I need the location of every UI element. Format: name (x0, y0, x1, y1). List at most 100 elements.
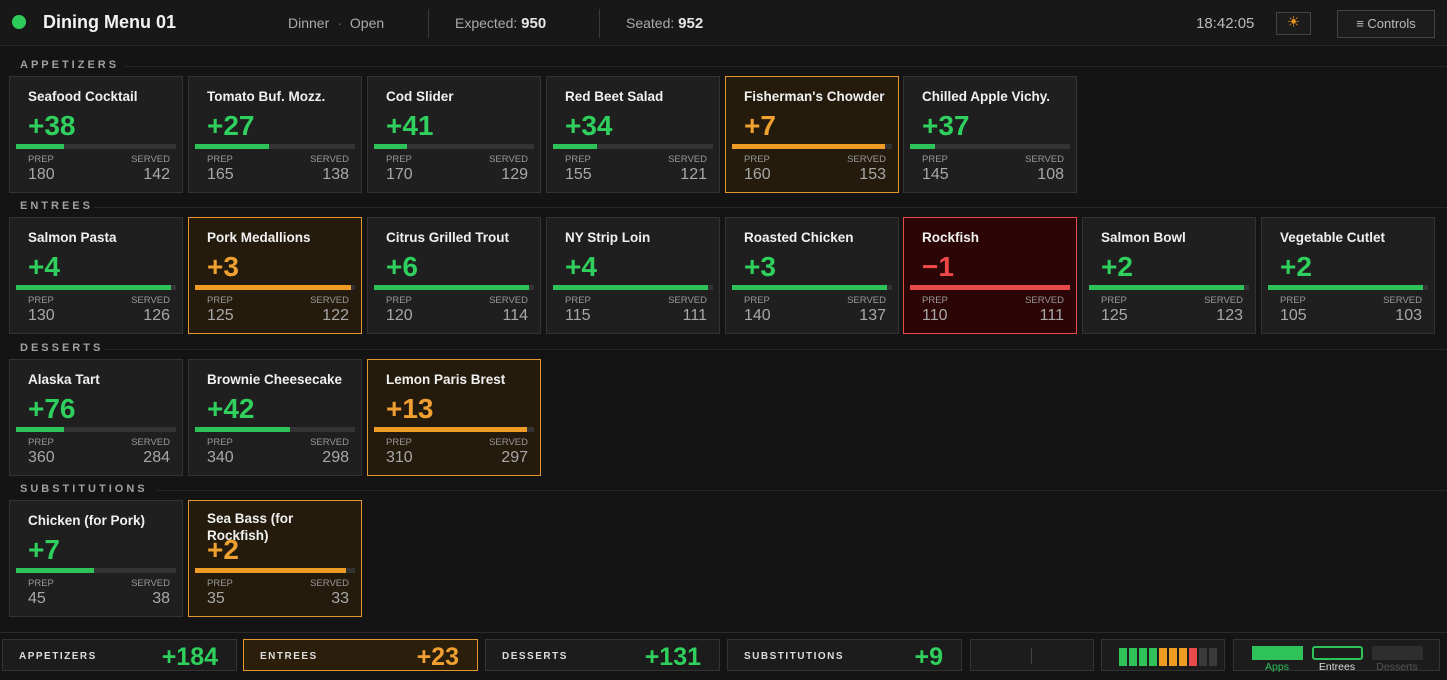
total-desserts[interactable]: DESSERTS +131 (485, 639, 720, 671)
served-count: 137 (859, 307, 886, 324)
menu-item-card[interactable]: Brownie Cheesecake +42 PREP SERVED 340 298 (188, 359, 362, 476)
served-progress-bar (16, 144, 176, 149)
served-count: 33 (331, 590, 349, 607)
menu-item-card[interactable]: Red Beet Salad +34 PREP SERVED 155 121 (546, 76, 720, 193)
top-bar: Dining Menu 01 Dinner · Open Expected: 950… (0, 0, 1447, 46)
served-progress-fill (195, 285, 352, 290)
served-progress-bar (16, 568, 176, 573)
served-progress-fill (732, 144, 885, 149)
served-progress-fill (374, 144, 407, 149)
item-delta: +7 (744, 110, 776, 141)
total-label: SUBSTITUTIONS (744, 651, 845, 662)
served-count: 108 (1037, 166, 1064, 183)
served-count: 129 (501, 166, 528, 183)
served-count: 298 (322, 449, 349, 466)
mode-apps-toggle[interactable] (1252, 646, 1303, 660)
item-delta: +7 (28, 534, 60, 565)
served-progress-bar (195, 568, 355, 573)
menu-item-card[interactable]: Alaska Tart +76 PREP SERVED 360 284 (9, 359, 183, 476)
item-name: Roasted Chicken (744, 230, 854, 245)
menu-item-card[interactable]: Chicken (for Pork) +7 PREP SERVED 45 38 (9, 500, 183, 617)
served-label: SERVED (1383, 295, 1422, 306)
item-delta: +3 (744, 251, 776, 282)
seated-stat: Seated: 952 (626, 15, 703, 32)
mode-desserts-toggle[interactable] (1372, 646, 1423, 660)
total-label: DESSERTS (502, 651, 568, 662)
served-count: 114 (502, 307, 528, 324)
item-name: Pork Medallions (207, 230, 311, 245)
served-count: 103 (1395, 307, 1422, 324)
served-progress-fill (910, 144, 936, 149)
prep-count: 155 (565, 166, 592, 183)
prep-count: 115 (565, 307, 591, 324)
prep-count: 310 (386, 449, 413, 466)
level-meter-segment (1159, 648, 1167, 666)
served-label: SERVED (131, 295, 170, 306)
menu-item-card[interactable]: Seafood Cocktail +38 PREP SERVED 180 142 (9, 76, 183, 193)
menu-item-card[interactable]: Vegetable Cutlet +2 PREP SERVED 105 103 (1261, 217, 1435, 334)
item-name: Seafood Cocktail (28, 89, 138, 104)
spare-slot (970, 639, 1094, 671)
total-appetizers[interactable]: APPETIZERS +184 (2, 639, 237, 671)
menu-item-card[interactable]: Cod Slider +41 PREP SERVED 170 129 (367, 76, 541, 193)
prep-label: PREP (922, 154, 948, 165)
expected-stat: Expected: 950 (455, 15, 546, 32)
served-progress-bar (553, 144, 713, 149)
clock: 18:42:05 (1196, 15, 1255, 32)
prep-count: 45 (28, 590, 46, 607)
served-progress-fill (195, 568, 346, 573)
served-count: 284 (143, 449, 170, 466)
section-divider (104, 349, 1447, 350)
controls-button[interactable]: ≡ Controls (1337, 10, 1435, 38)
prep-label: PREP (207, 154, 233, 165)
item-name: Cod Slider (386, 89, 454, 104)
total-substitutions[interactable]: SUBSTITUTIONS +9 (727, 639, 962, 671)
menu-item-card[interactable]: Pork Medallions +3 PREP SERVED 125 122 (188, 217, 362, 334)
served-label: SERVED (489, 437, 528, 448)
level-meter-segment (1199, 648, 1207, 666)
item-name: Salmon Pasta (28, 230, 117, 245)
section-divider (93, 207, 1447, 208)
prep-count: 105 (1280, 307, 1307, 324)
prep-label: PREP (922, 295, 948, 306)
menu-item-card[interactable]: Salmon Pasta +4 PREP SERVED 130 126 (9, 217, 183, 334)
item-delta: +38 (28, 110, 76, 141)
prep-count: 110 (922, 307, 948, 324)
menu-item-card[interactable]: Roasted Chicken +3 PREP SERVED 140 137 (725, 217, 899, 334)
served-progress-fill (16, 568, 94, 573)
item-delta: −1 (922, 251, 954, 282)
served-progress-fill (910, 285, 1070, 290)
level-meter (1101, 639, 1225, 671)
item-name: Fisherman's Chowder (744, 89, 885, 104)
section-divider (156, 490, 1447, 491)
prep-label: PREP (565, 154, 591, 165)
prep-label: PREP (386, 154, 412, 165)
served-progress-fill (374, 285, 530, 290)
menu-item-card[interactable]: NY Strip Loin +4 PREP SERVED 115 111 (546, 217, 720, 334)
served-label: SERVED (131, 437, 170, 448)
section-divider (125, 66, 1447, 67)
course-mode-switch: Apps Entrees Desserts (1233, 639, 1440, 673)
section-heading-appetizers: APPETIZERS (20, 59, 120, 71)
theme-toggle-button[interactable]: ☀ (1276, 12, 1311, 35)
served-count: 121 (680, 166, 707, 183)
mode-entrees-toggle[interactable] (1312, 646, 1363, 660)
menu-item-card[interactable]: Fisherman's Chowder +7 PREP SERVED 160 153 (725, 76, 899, 193)
item-delta: +4 (565, 251, 597, 282)
menu-item-card[interactable]: Salmon Bowl +2 PREP SERVED 125 123 (1082, 217, 1256, 334)
total-entrees[interactable]: ENTREES +23 (243, 639, 478, 671)
menu-item-card[interactable]: Rockfish −1 PREP SERVED 110 111 (903, 217, 1077, 334)
item-name: Lemon Paris Brest (386, 372, 506, 387)
level-meter-segment (1189, 648, 1197, 666)
prep-label: PREP (1101, 295, 1127, 306)
menu-item-card[interactable]: Chilled Apple Vichy. +37 PREP SERVED 145 108 (903, 76, 1077, 193)
menu-item-card[interactable]: Sea Bass (for Rockfish) +2 PREP SERVED 35 33 (188, 500, 362, 617)
item-name: Brownie Cheesecake (207, 372, 343, 387)
menu-item-card[interactable]: Citrus Grilled Trout +6 PREP SERVED 120 114 (367, 217, 541, 334)
menu-item-card[interactable]: Lemon Paris Brest +13 PREP SERVED 310 297 (367, 359, 541, 476)
total-value: +131 (644, 643, 701, 671)
menu-item-card[interactable]: Tomato Buf. Mozz. +27 PREP SERVED 165 138 (188, 76, 362, 193)
item-name: Vegetable Cutlet (1280, 230, 1386, 245)
served-progress-fill (195, 144, 269, 149)
divider (599, 9, 600, 38)
